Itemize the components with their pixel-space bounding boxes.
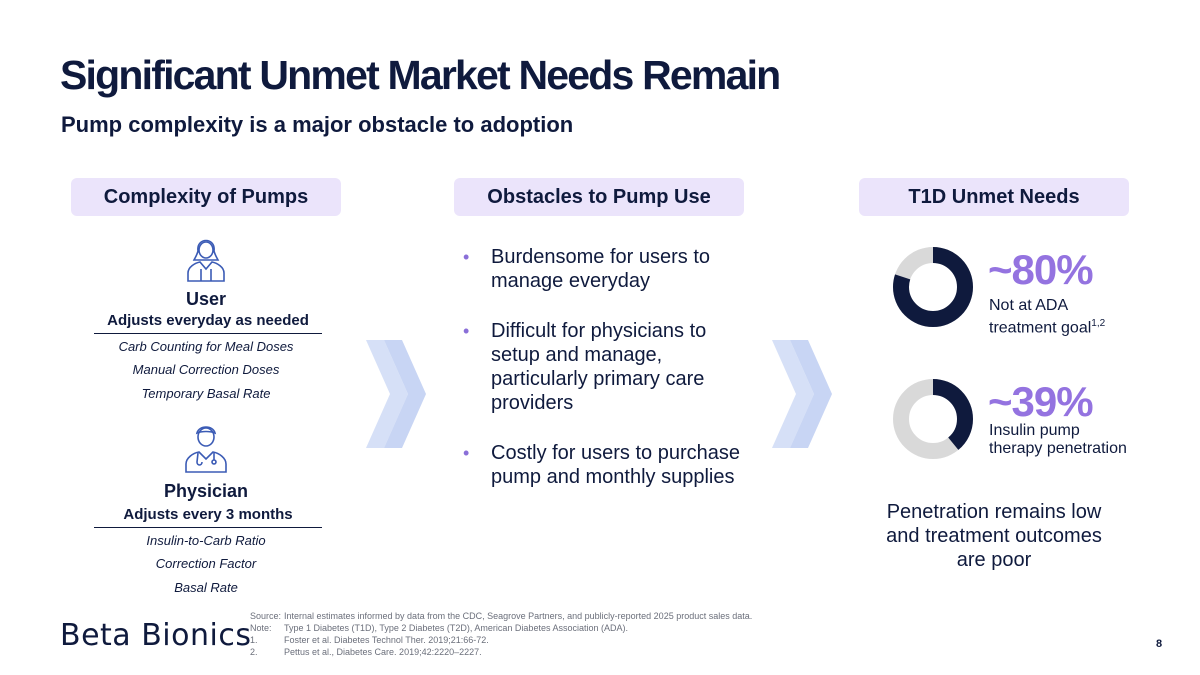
obstacles-list: • Burdensome for users to manage everyday… <box>463 245 743 515</box>
stat-value: ~80% <box>988 246 1094 293</box>
company-logo: Beta Bionics <box>60 618 252 653</box>
donut-value-arc <box>893 379 973 459</box>
user-task: Temporary Basal Rate <box>141 386 271 401</box>
donut-chart-pump-penetration <box>890 376 976 467</box>
chevron-right-icon <box>366 340 428 453</box>
complexity-header: Complexity of Pumps <box>71 178 341 216</box>
physician-icon <box>182 422 230 474</box>
physician-task: Basal Rate <box>174 580 238 595</box>
donut-chart-ada-goal <box>890 244 976 335</box>
chevron-right-icon <box>772 340 834 453</box>
physician-task: Correction Factor <box>155 556 257 571</box>
obstacles-header: Obstacles to Pump Use <box>454 178 744 216</box>
footnote-row: Note: Type 1 Diabetes (T1D), Type 2 Diabe… <box>250 623 628 633</box>
list-item: • Difficult for physicians to setup and m… <box>463 320 707 414</box>
footnotes: Source: Internal estimates informed by da… <box>250 610 752 658</box>
list-item: • Costly for users to purchase pump and m… <box>463 442 740 488</box>
physician-role-name: Physician <box>163 481 249 501</box>
needs-summary: Penetration remains low and treatment ou… <box>886 501 1102 571</box>
stat-label: Not at ADA treatment goal1,2 <box>989 297 1106 337</box>
user-task: Manual Correction Doses <box>132 362 280 377</box>
page-title: Significant Unmet Market Needs Remain <box>60 52 781 98</box>
user-frequency: Adjusts everyday as needed <box>94 312 322 334</box>
physician-frequency: Adjusts every 3 months <box>94 506 322 528</box>
page-subtitle: Pump complexity is a major obstacle to a… <box>61 112 574 137</box>
footnote-row: Source: Internal estimates informed by da… <box>250 611 753 621</box>
user-task: Carb Counting for Meal Doses <box>118 339 294 354</box>
physician-task: Insulin-to-Carb Ratio <box>146 533 266 548</box>
donut-value-arc <box>893 247 973 327</box>
list-item: • Burdensome for users to manage everyday <box>463 246 710 292</box>
user-role-name: User <box>185 289 227 309</box>
stat-label: Insulin pump therapy penetration <box>989 422 1127 457</box>
user-icon <box>182 231 230 283</box>
footnote-row: 2. Pettus et al., Diabetes Care. 2019;42:… <box>250 647 482 657</box>
stat-value: ~39% <box>988 378 1094 425</box>
page-number: 8 <box>1156 638 1163 650</box>
footnote-row: 1. Foster et al. Diabetes Technol Ther. 2… <box>250 635 489 645</box>
needs-header: T1D Unmet Needs <box>859 178 1129 216</box>
